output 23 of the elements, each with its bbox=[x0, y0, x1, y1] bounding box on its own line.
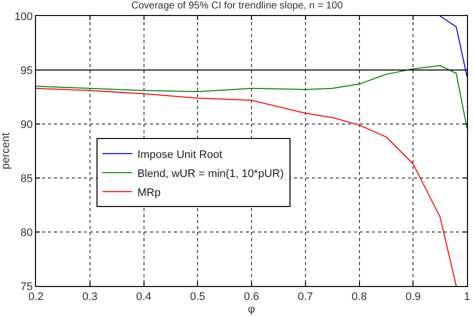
y-tick-label: 80 bbox=[20, 226, 33, 239]
legend-label: MRp bbox=[137, 186, 161, 199]
x-tick-label: 0.2 bbox=[28, 291, 44, 304]
x-tick-label: 0.3 bbox=[82, 291, 98, 304]
y-tick-label: 75 bbox=[20, 280, 33, 293]
y-tick-label: 90 bbox=[20, 118, 33, 131]
legend-label: Blend, wUR = min(1, 10*pUR) bbox=[137, 168, 284, 180]
y-tick-label: 95 bbox=[20, 64, 33, 77]
y-axis-title: percent bbox=[0, 132, 12, 170]
chart-title: Coverage of 95% CI for trendline slope, n = 100 bbox=[131, 0, 344, 12]
x-tick-label: 0.9 bbox=[405, 291, 421, 304]
x-tick-label: 0.5 bbox=[190, 291, 206, 304]
x-tick-label: 1 bbox=[464, 291, 470, 304]
x-tick-label: 0.7 bbox=[298, 291, 314, 304]
y-tick-label: 85 bbox=[20, 172, 33, 185]
legend-label: Impose Unit Root bbox=[137, 148, 222, 161]
y-tick-label: 100 bbox=[14, 10, 33, 23]
x-axis-title: φ bbox=[248, 303, 256, 316]
x-tick-label: 0.8 bbox=[352, 291, 367, 304]
x-tick-label: 0.4 bbox=[136, 291, 152, 304]
line-series bbox=[36, 88, 457, 286]
x-tick-label: 0.6 bbox=[244, 291, 260, 304]
line-series bbox=[36, 65, 467, 129]
